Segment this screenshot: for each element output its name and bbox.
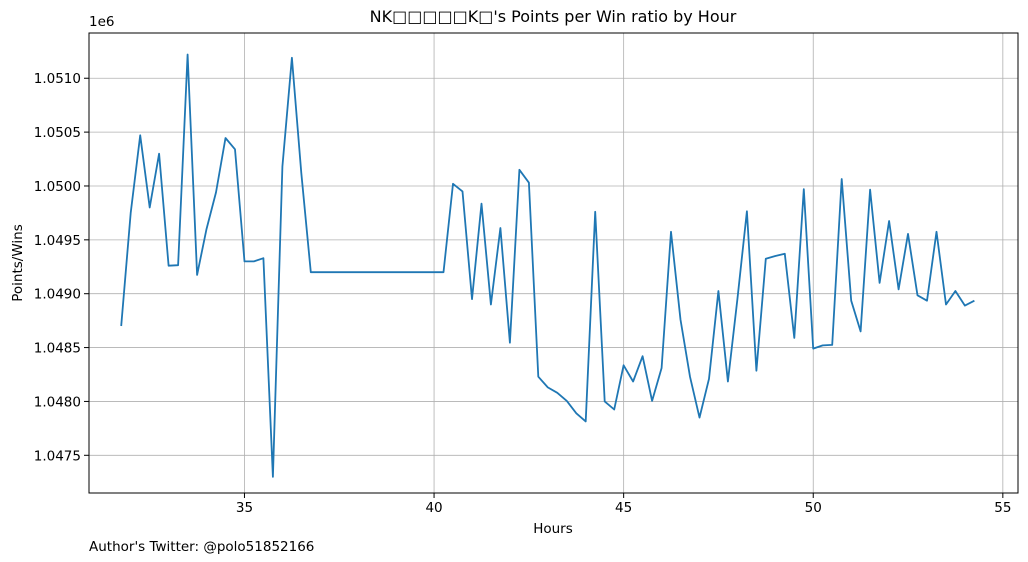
x-tick-label: 55 — [994, 500, 1011, 516]
x-tick-label: 45 — [615, 500, 632, 516]
y-axis: 1.0475 1.0480 1.0485 1.0490 1.0495 1.0500 1.05… — [34, 71, 89, 464]
y-tick-label: 1.0485 — [34, 341, 81, 357]
x-tick-label: 40 — [425, 500, 442, 516]
grid-lines — [89, 33, 1018, 493]
y-tick-label: 1.0510 — [34, 71, 81, 87]
plot-frame — [88, 32, 1019, 494]
chart-title: NK□□□□□K□'s Points per Win ratio by Hour — [370, 7, 737, 26]
y-tick-label: 1.0495 — [34, 233, 81, 249]
x-tick-label: 50 — [805, 500, 822, 516]
y-axis-label: Points/Wins — [10, 224, 26, 302]
y-tick-label: 1.0490 — [34, 287, 81, 303]
series-line — [120, 53, 975, 478]
y-tick-label: 1.0505 — [34, 125, 81, 141]
y-tick-label: 1.0500 — [34, 179, 81, 195]
author-footer: Author's Twitter: @polo51852166 — [89, 539, 314, 555]
y-tick-label: 1.0480 — [34, 394, 81, 410]
y-offset-label: 1e6 — [89, 14, 114, 30]
x-axis-label: Hours — [533, 521, 573, 537]
x-axis: 35 40 45 50 55 — [236, 493, 1011, 516]
y-tick-label: 1.0475 — [34, 448, 81, 464]
x-tick-label: 35 — [236, 500, 253, 516]
